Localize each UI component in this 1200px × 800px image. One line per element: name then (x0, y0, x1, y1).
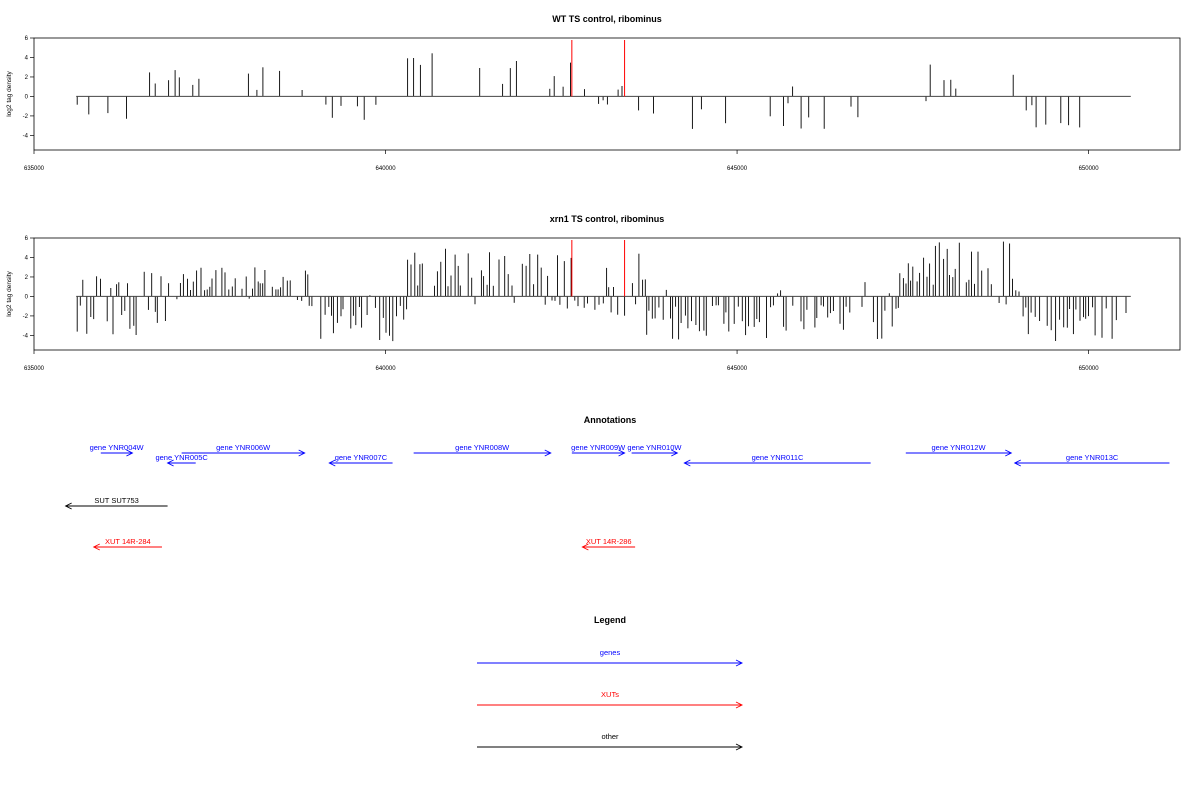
annotation-xut-14r-286: XUT 14R-286 (581, 537, 636, 551)
annotation-label: gene YNR004W (90, 443, 145, 452)
annotation-label: gene YNR008W (455, 443, 510, 452)
y-tick-label: 2 (25, 75, 29, 81)
x-tick-label: 635000 (24, 366, 45, 372)
annotation-gene-ynr007c: gene YNR007C (328, 453, 393, 467)
arrowhead (1005, 449, 1013, 457)
annotation-label: gene YNR007C (335, 453, 388, 462)
y-tick-label: 0 (25, 94, 29, 100)
arrowhead (1013, 459, 1021, 467)
y-tick-label: -4 (23, 133, 29, 139)
legend-item-xuts: XUTs (477, 690, 744, 709)
annotation-label: gene YNR013C (1066, 453, 1119, 462)
chart-title: WT TS control, ribominus (552, 14, 662, 24)
x-tick-label: 645000 (727, 366, 748, 372)
x-tick-label: 650000 (1079, 366, 1100, 372)
density-bars (76, 53, 1081, 129)
y-tick-label: 4 (25, 55, 29, 61)
annotation-sut-sut753: SUT SUT753 (64, 496, 168, 510)
x-tick-label: 650000 (1079, 166, 1100, 172)
annotation-gene-ynr012w: gene YNR012W (905, 443, 1013, 457)
y-tick-label: 4 (25, 255, 29, 261)
chart-title: xrn1 TS control, ribominus (550, 214, 665, 224)
x-tick-label: 640000 (376, 366, 397, 372)
y-tick-label: 6 (25, 36, 29, 42)
arrowhead (92, 543, 100, 551)
arrowhead (618, 449, 626, 457)
annotation-label: XUT 14R-286 (586, 537, 632, 546)
annotation-gene-ynr011c: gene YNR011C (683, 453, 871, 467)
legend-title: Legend (594, 615, 626, 625)
annotations-panel: Annotations gene YNR004W gene YNR005C gene … (64, 415, 1170, 551)
annotation-label: gene YNR006W (216, 443, 271, 452)
legend-panel: Legend genes XUTs other (477, 615, 744, 751)
legend-item-other: other (477, 732, 744, 751)
y-tick-label: 2 (25, 275, 29, 281)
arrowhead (126, 449, 134, 457)
annotation-gene-ynr006w: gene YNR006W (181, 443, 306, 457)
y-tick-label: 0 (25, 294, 29, 300)
plot-frame (33, 237, 1181, 351)
arrowhead (671, 449, 679, 457)
arrowhead (544, 449, 552, 457)
plot-frame (33, 37, 1181, 151)
annotation-label: gene YNR010W (627, 443, 682, 452)
annotation-label: XUT 14R-284 (105, 537, 151, 546)
annotations-title: Annotations (584, 415, 637, 425)
y-tick-label: -4 (23, 333, 29, 339)
y-tick-label: 6 (25, 236, 29, 242)
xrn1-track-panel: xrn1 TS control, ribominus -4 -2 0 2 4 6 log2 t… (6, 214, 1181, 372)
density-bars (76, 241, 1127, 342)
arrowhead (735, 701, 744, 709)
legend-label: other (601, 732, 619, 741)
x-tick-label: 640000 (376, 166, 397, 172)
annotation-gene-ynr010w: gene YNR010W (627, 443, 682, 457)
legend-label: XUTs (601, 690, 619, 699)
annotation-gene-ynr005c: gene YNR005C (155, 453, 208, 467)
arrowhead (735, 743, 744, 751)
annotation-xut-14r-284: XUT 14R-284 (92, 537, 162, 551)
arrowhead (166, 459, 174, 467)
y-tick-label: -2 (23, 114, 29, 120)
annotation-label: SUT SUT753 (94, 496, 138, 505)
annotation-label: gene YNR012W (932, 443, 987, 452)
arrowhead (328, 459, 336, 467)
y-axis-label: log2 tag density (6, 270, 13, 316)
annotation-gene-ynr008w: gene YNR008W (413, 443, 552, 457)
arrowhead (683, 459, 691, 467)
arrowhead (298, 449, 306, 457)
legend-label: genes (600, 648, 621, 657)
annotation-label: gene YNR009W (571, 443, 626, 452)
x-tick-label: 635000 (24, 166, 45, 172)
annotation-label: gene YNR005C (155, 453, 208, 462)
arrowhead (64, 502, 72, 510)
y-tick-label: -2 (23, 314, 29, 320)
wt-track-panel: WT TS control, ribominus -4 -2 0 2 4 6 log2 tag… (6, 14, 1181, 172)
annotation-gene-ynr013c: gene YNR013C (1013, 453, 1170, 467)
arrowhead (735, 659, 744, 667)
annotation-label: gene YNR011C (752, 453, 804, 462)
x-tick-label: 645000 (727, 166, 748, 172)
y-axis-label: log2 tag density (6, 70, 13, 116)
legend-item-genes: genes (477, 648, 744, 667)
annotation-gene-ynr004w: gene YNR004W (90, 443, 145, 457)
annotation-gene-ynr009w: gene YNR009W (571, 443, 626, 457)
arrowhead (581, 543, 589, 551)
